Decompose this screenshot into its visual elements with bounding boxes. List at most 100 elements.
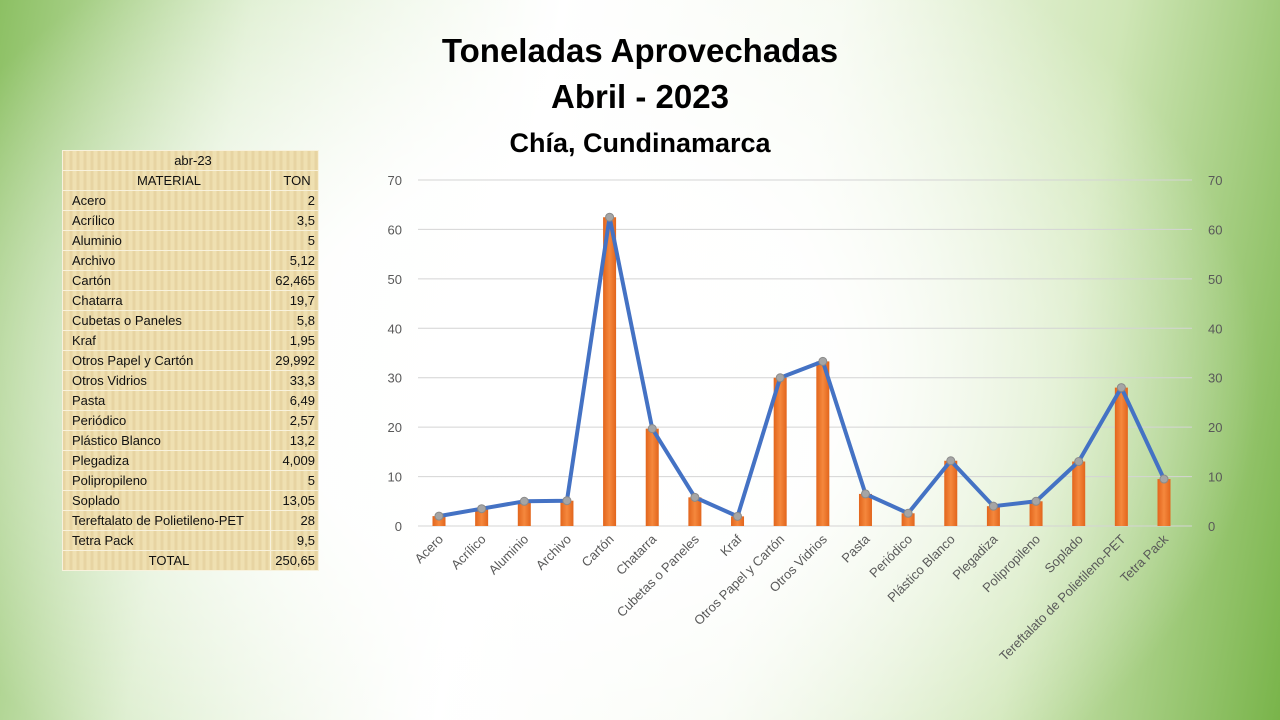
line-marker	[818, 356, 828, 366]
line-marker	[605, 212, 615, 222]
bar-aluminio	[517, 501, 531, 526]
material-ton: 3,5	[270, 210, 319, 231]
x-tick-label: Acrílico	[448, 532, 489, 573]
x-tick-label: Cartón	[579, 532, 617, 570]
secondary-y-tick-label: 60	[1208, 222, 1222, 237]
secondary-y-tick-label: 50	[1208, 272, 1222, 287]
secondary-y-tick-label: 70	[1208, 173, 1222, 188]
table-row: Archivo 5,12	[62, 250, 319, 271]
y-tick-label: 10	[388, 470, 402, 485]
line-marker	[860, 489, 870, 499]
material-ton: 9,5	[270, 530, 319, 551]
bar-acr-lico	[475, 508, 489, 526]
line-marker	[775, 373, 785, 383]
bar-cart-n	[603, 217, 617, 526]
material-name: Plástico Blanco	[62, 430, 271, 451]
line-marker	[477, 504, 487, 514]
bar-tereftalato-de-polietileno-pet	[1114, 387, 1128, 526]
bar-peri-dico	[901, 513, 915, 526]
y-tick-label: 30	[388, 371, 402, 386]
bar-polipropileno	[1029, 501, 1043, 526]
chart-subtitle-date: Abril - 2023	[551, 78, 729, 115]
materials-table: abr-23 MATERIAL TON Acero 2 Acrílico 3,5 Alu…	[62, 150, 319, 571]
line-marker	[1116, 383, 1126, 393]
table-total-row: TOTAL 250,65	[62, 550, 319, 571]
secondary-y-tick-label: 30	[1208, 371, 1222, 386]
bar-chatarra	[645, 428, 659, 526]
table-row: Pasta 6,49	[62, 390, 319, 411]
material-name: Otros Vidrios	[62, 370, 271, 391]
table-row: Otros Papel y Cartón 29,992	[62, 350, 319, 371]
table-row: Soplado 13,05	[62, 490, 319, 511]
line-marker	[562, 496, 572, 506]
bar-otros-vidrios	[816, 361, 830, 526]
line-marker	[434, 511, 444, 521]
y-tick-label: 60	[388, 222, 402, 237]
line-marker	[988, 501, 998, 511]
total-label: TOTAL	[62, 550, 271, 571]
y-tick-label: 50	[388, 272, 402, 287]
table-row: Tetra Pack 9,5	[62, 530, 319, 551]
bar-kraf	[731, 516, 745, 526]
table-row: Plástico Blanco 13,2	[62, 430, 319, 451]
bar-plegadiza	[986, 506, 1000, 526]
bar-soplado	[1072, 461, 1086, 526]
total-value: 250,65	[270, 550, 319, 571]
x-tick-label: Pasta	[838, 531, 873, 566]
material-name: Otros Papel y Cartón	[62, 350, 271, 371]
secondary-y-tick-label: 0	[1208, 519, 1215, 534]
table-row: Otros Vidrios 33,3	[62, 370, 319, 391]
secondary-y-tick-label: 20	[1208, 420, 1222, 435]
line-series	[438, 215, 1166, 519]
material-ton: 62,465	[270, 270, 319, 291]
material-name: Acero	[62, 190, 271, 211]
y-tick-label: 40	[388, 321, 402, 336]
line-marker	[647, 424, 657, 434]
bar-pl-stico-blanco	[944, 460, 958, 526]
header-ton: TON	[270, 170, 319, 191]
secondary-y-tick-label: 40	[1208, 321, 1222, 336]
line-marker	[519, 496, 529, 506]
chart-title: Toneladas Aprovechadas	[441, 32, 839, 69]
table-row: Kraf 1,95	[62, 330, 319, 351]
x-tick-label: Archivo	[533, 532, 574, 573]
table-row: Cartón 62,465	[62, 270, 319, 291]
material-ton: 13,2	[270, 430, 319, 451]
y-tick-label: 0	[395, 519, 402, 534]
bar-otros-papel-y-cart-n	[773, 377, 787, 526]
line-marker	[903, 508, 913, 518]
table-row: Periódico 2,57	[62, 410, 319, 431]
x-tick-label: Cubetas o Paneles	[614, 531, 703, 620]
material-ton: 5,8	[270, 310, 319, 331]
line-marker	[1031, 496, 1041, 506]
bar-cubetas-o-paneles	[688, 497, 702, 526]
material-name: Soplado	[62, 490, 271, 511]
x-tick-label: Kraf	[717, 531, 745, 559]
line-marker	[690, 492, 700, 502]
material-ton: 6,49	[270, 390, 319, 411]
line-marker	[733, 511, 743, 521]
bar-pasta	[858, 493, 872, 526]
table-row: Aluminio 5	[62, 230, 319, 251]
material-name: Kraf	[62, 330, 271, 351]
line-marker	[946, 456, 956, 466]
material-name: Archivo	[62, 250, 271, 271]
table-row: Polipropileno 5	[62, 470, 319, 491]
table-row: Acero 2	[62, 190, 319, 211]
chart-subtitle-location: Chía, Cundinamarca	[509, 128, 771, 158]
y-tick-label: 20	[388, 420, 402, 435]
material-ton: 1,95	[270, 330, 319, 351]
line-marker	[1074, 456, 1084, 466]
x-tick-label: Acero	[411, 532, 446, 567]
material-name: Polipropileno	[62, 470, 271, 491]
table-header-row: MATERIAL TON	[62, 170, 319, 191]
material-ton: 19,7	[270, 290, 319, 311]
secondary-y-tick-label: 10	[1208, 470, 1222, 485]
bar-archivo	[560, 500, 574, 526]
y-tick-label: 70	[388, 173, 402, 188]
bar-tetra-pack	[1157, 479, 1171, 526]
bar-acero	[432, 516, 446, 526]
line-marker	[1159, 474, 1169, 484]
x-tick-label: Aluminio	[486, 532, 532, 578]
